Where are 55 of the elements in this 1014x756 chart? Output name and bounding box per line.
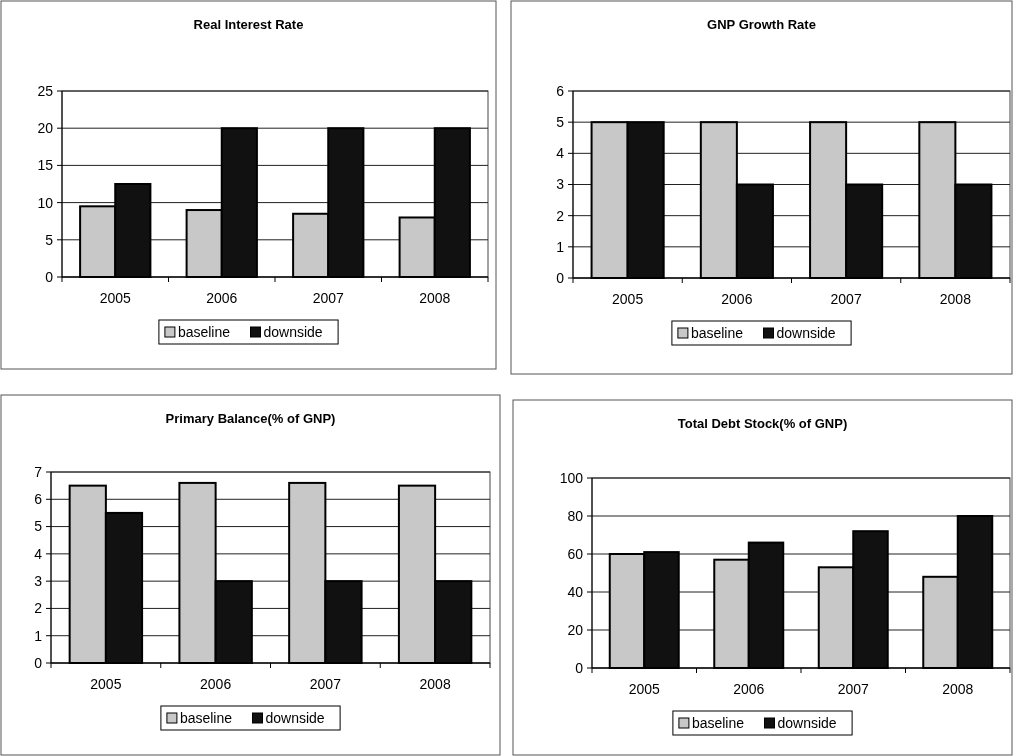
y-tick-label: 0 (45, 268, 54, 285)
x-tick-label: 2008 (419, 290, 451, 306)
x-tick-label: 2008 (939, 291, 972, 307)
chart-title: Primary Balance(% of GNP) (165, 411, 336, 426)
y-tick-label: 1 (34, 627, 43, 644)
chart-title: Real Interest Rate (193, 17, 304, 32)
y-tick-label: 40 (567, 583, 584, 600)
x-tick-label: 2005 (99, 290, 132, 306)
chart-title: GNP Growth Rate (707, 17, 816, 32)
x-tick-label: 2007 (837, 681, 870, 697)
y-tick-label: 5 (556, 114, 565, 131)
y-tick-label: 5 (34, 518, 43, 535)
y-tick-label: 80 (567, 507, 584, 524)
y-tick-label: 4 (34, 545, 43, 562)
y-tick-label: 6 (556, 82, 565, 99)
x-tick-label: 2007 (312, 290, 345, 306)
x-tick-label: 2006 (200, 676, 232, 692)
y-tick-label: 0 (575, 659, 584, 676)
legend-label: baseline (177, 323, 231, 340)
y-tick-label: 6 (34, 491, 43, 508)
y-tick-label: 15 (37, 157, 54, 174)
legend-label: baseline (179, 709, 233, 726)
legend-label: baseline (691, 714, 745, 731)
x-tick-label: 2006 (721, 291, 753, 307)
x-tick-label: 2008 (942, 681, 974, 697)
y-tick-label: 10 (37, 194, 54, 211)
legend-label: downside (776, 324, 836, 341)
y-tick-label: 25 (37, 82, 54, 99)
y-tick-label: 5 (45, 231, 54, 248)
y-tick-label: 3 (556, 176, 565, 193)
y-tick-label: 4 (556, 145, 565, 162)
x-tick-label: 2005 (90, 676, 122, 692)
x-tick-label: 2007 (830, 291, 862, 307)
legend-label: downside (777, 714, 837, 731)
y-tick-label: 20 (37, 120, 54, 137)
x-tick-label: 2007 (309, 676, 342, 692)
y-tick-label: 3 (34, 573, 43, 590)
y-tick-label: 7 (34, 463, 43, 480)
legend-label: downside (263, 323, 323, 340)
y-tick-label: 20 (567, 621, 584, 638)
x-tick-label: 2005 (628, 681, 661, 697)
y-tick-label: 0 (34, 654, 43, 671)
x-tick-label: 2006 (206, 290, 238, 306)
x-tick-label: 2006 (733, 681, 765, 697)
y-tick-label: 2 (556, 207, 565, 224)
y-tick-label: 100 (559, 469, 584, 486)
y-tick-label: 1 (556, 238, 565, 255)
x-tick-label: 2005 (612, 291, 644, 307)
x-tick-label: 2008 (419, 676, 451, 692)
y-tick-label: 60 (567, 545, 584, 562)
legend-label: baseline (690, 324, 744, 341)
legend-label: downside (265, 709, 325, 726)
y-tick-label: 2 (34, 600, 43, 617)
y-tick-label: 0 (556, 269, 565, 286)
chart-title: Total Debt Stock(% of GNP) (677, 416, 848, 431)
